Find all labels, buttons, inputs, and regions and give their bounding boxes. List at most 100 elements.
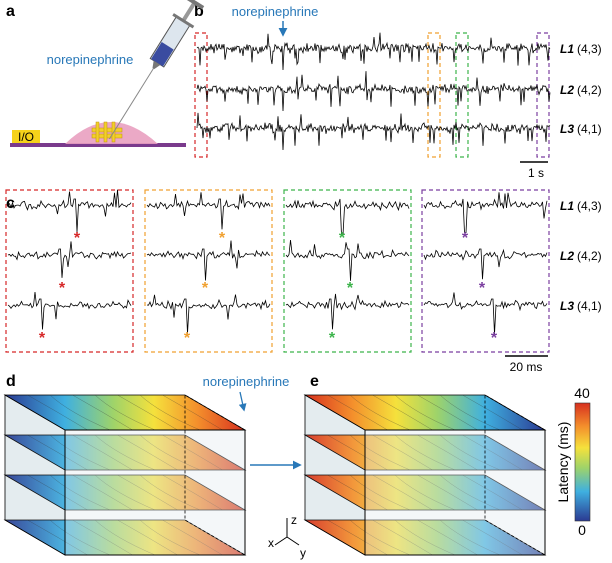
drug-label: norepinephrine xyxy=(203,374,290,389)
window-box xyxy=(194,32,208,158)
panel-label: b xyxy=(194,3,204,20)
layer-name: L1 xyxy=(560,42,574,56)
contour-line xyxy=(49,394,111,431)
box-edge xyxy=(184,394,246,556)
contour-line xyxy=(349,434,411,471)
trace xyxy=(196,32,551,71)
contour-line xyxy=(394,474,456,511)
tissue xyxy=(65,122,158,144)
panel-a: I/O norepinephrine xyxy=(10,0,205,147)
contour-line xyxy=(94,474,156,511)
window-box xyxy=(536,32,550,158)
scale-label: 20 ms xyxy=(510,360,543,374)
spike-marker: * xyxy=(219,230,226,247)
spike-marker: * xyxy=(339,230,346,247)
colorbar-label: Latency (ms) xyxy=(555,422,571,503)
contour-line xyxy=(27,394,88,431)
contour-line xyxy=(462,394,523,431)
contour-line xyxy=(439,434,501,471)
axis-label: y xyxy=(300,546,306,560)
contour-line xyxy=(162,434,223,471)
contour-line xyxy=(139,519,201,556)
trace xyxy=(285,293,410,330)
contour-line xyxy=(72,474,133,511)
spike-marker: * xyxy=(479,280,486,297)
layer-name: L3 xyxy=(560,122,574,136)
contour-line xyxy=(439,394,501,431)
contour-line xyxy=(372,474,433,511)
contour-line xyxy=(94,519,156,556)
trace xyxy=(423,248,548,280)
panel-label: d xyxy=(6,373,16,390)
layer-position: (4,2) xyxy=(577,83,602,97)
panel-e xyxy=(303,394,547,556)
contour-line xyxy=(117,519,178,556)
contour-line xyxy=(394,394,456,431)
contour-line xyxy=(162,519,223,556)
contour-line xyxy=(162,394,223,431)
contour-line xyxy=(349,519,411,556)
spike-marker: * xyxy=(329,330,336,347)
panel-label: a xyxy=(6,3,15,20)
axis-label: z xyxy=(291,513,297,527)
colorbar xyxy=(574,402,591,522)
contour-line xyxy=(372,519,433,556)
spike-marker: * xyxy=(184,330,191,347)
window-box xyxy=(421,189,550,353)
axis-label: x xyxy=(268,536,274,550)
contour-line xyxy=(139,394,201,431)
layer-name: L1 xyxy=(560,199,574,213)
trace xyxy=(146,294,271,334)
trace xyxy=(423,292,548,335)
panel-d xyxy=(3,394,247,556)
contour-line xyxy=(117,474,178,511)
io-label: I/O xyxy=(18,130,34,144)
contour-line xyxy=(49,474,111,511)
trace xyxy=(146,192,271,230)
contour-line xyxy=(417,519,478,556)
layer-name: L2 xyxy=(560,249,574,263)
contour-line xyxy=(27,519,88,556)
trace xyxy=(146,240,271,281)
contour-line xyxy=(139,434,201,471)
contour-line xyxy=(327,519,388,556)
window-box xyxy=(455,32,469,158)
trace xyxy=(7,189,132,233)
panel-b: norepinephrine 1 s xyxy=(194,4,551,180)
colorbar-min: 0 xyxy=(578,522,586,538)
layer-name: L2 xyxy=(560,83,574,97)
spike-marker: * xyxy=(202,280,209,297)
contour-line xyxy=(117,434,178,471)
contour-line xyxy=(372,434,433,471)
spike-marker: * xyxy=(347,280,354,297)
layer-position: (4,3) xyxy=(577,42,602,56)
contour-line xyxy=(72,519,133,556)
layer-position: (4,1) xyxy=(577,299,602,313)
contour-line xyxy=(462,474,523,511)
trace xyxy=(285,198,410,236)
contour-line xyxy=(327,474,388,511)
layer-position: (4,2) xyxy=(577,249,602,263)
trace xyxy=(7,241,132,278)
trace xyxy=(7,291,132,330)
contour-line xyxy=(349,394,411,431)
scale-label: 1 s xyxy=(528,166,544,180)
box-front xyxy=(364,429,546,556)
contour-line xyxy=(162,474,223,511)
spike-marker: * xyxy=(462,230,469,247)
contour-line xyxy=(417,434,478,471)
contour-line xyxy=(462,434,523,471)
trace xyxy=(423,192,548,233)
box-edge xyxy=(484,394,546,556)
box-front xyxy=(64,429,246,556)
panel-label: c xyxy=(6,195,15,212)
trace xyxy=(196,71,551,112)
io-pad xyxy=(12,130,40,143)
contour-line xyxy=(72,434,133,471)
window-box xyxy=(144,189,273,353)
contour-line xyxy=(94,394,156,431)
contour-line xyxy=(49,519,111,556)
layer-position: (4,3) xyxy=(577,199,602,213)
contour-line xyxy=(94,434,156,471)
